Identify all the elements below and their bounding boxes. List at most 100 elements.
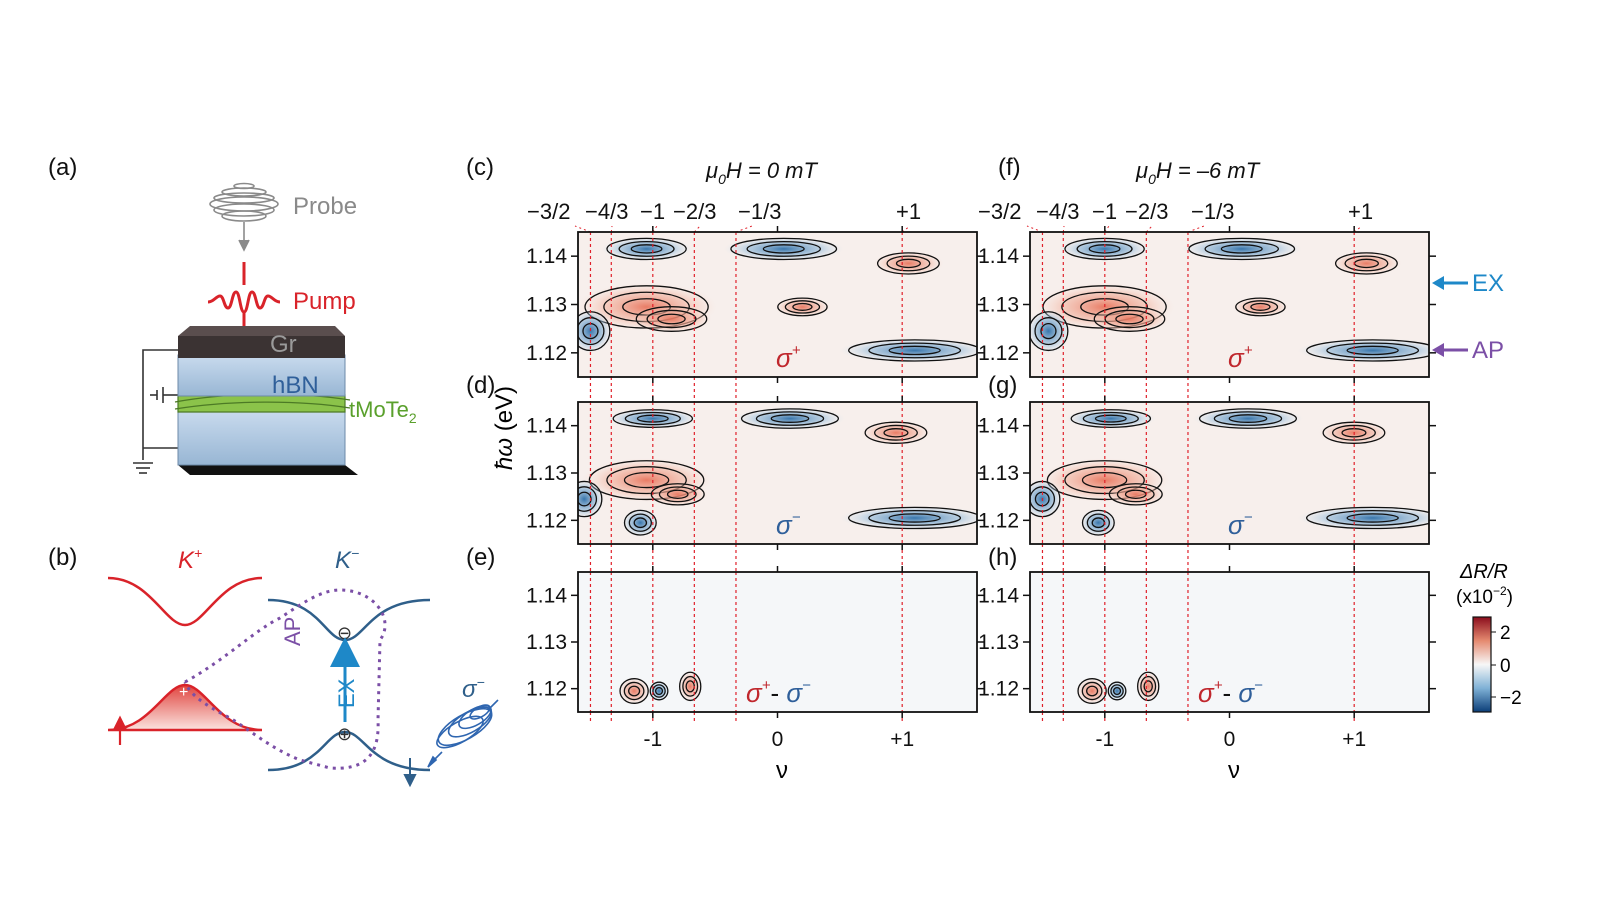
contour-line [1198, 408, 1298, 429]
heatmap-blob [1331, 251, 1402, 276]
filling-label: −1 [640, 199, 665, 224]
panel-label-h: (h) [988, 544, 1017, 571]
contour-line [792, 302, 813, 311]
contour-line [624, 411, 681, 426]
contour-line [628, 513, 652, 532]
contour-line [1306, 339, 1429, 362]
electron-minus-icon: ⊖ [337, 623, 352, 643]
heatmap-blob [1105, 482, 1166, 507]
heatmap-panel-e: 1.14 1.13 1.12 -1 0 +1 σ+- σ− [526, 566, 984, 751]
y-tick-label: 1.14 [978, 245, 1019, 268]
heatmap-panel-g: 1.14 1.13 1.12 σ− [978, 396, 1436, 572]
k-plus-valence-band [107, 683, 263, 732]
contour-line [578, 480, 603, 518]
filling-leader-line [1062, 225, 1065, 233]
heatmap-blob [631, 305, 712, 333]
colorbar: ΔR/R (x10−2) 2 0 −2 [1456, 561, 1522, 713]
y-tick-label: 1.14 [526, 245, 567, 268]
filling-label: −1 [1092, 199, 1117, 224]
heatmap-blob [839, 505, 977, 530]
y-tick-label: 1.14 [978, 415, 1019, 438]
heatmap-panel-f: 1.14 1.13 1.12 σ+ [978, 225, 1436, 402]
contour-line [633, 517, 648, 529]
heatmap-blob [1030, 479, 1063, 520]
contour-line [876, 252, 940, 275]
filling-leader-line [693, 225, 701, 233]
contour-line [1086, 513, 1110, 532]
colorbar-tick: 2 [1500, 623, 1511, 644]
contour-line [755, 411, 825, 426]
filling-label: −2/3 [673, 199, 716, 224]
filling-label: −4/3 [585, 199, 628, 224]
band-diagram: K+ K− + AP ⊖ ⊕ EX σ− [107, 545, 499, 788]
contour-line [1242, 300, 1279, 314]
y-tick-label: 1.12 [978, 342, 1019, 365]
contour-line [1326, 509, 1420, 526]
probe-label: Probe [293, 193, 357, 220]
filling-label: −4/3 [1036, 199, 1079, 224]
colorbar-scale: (x10−2) [1456, 584, 1513, 608]
contour-line [868, 342, 962, 359]
y-tick-label: 1.14 [978, 584, 1019, 607]
filling-label: −3/2 [527, 199, 570, 224]
heatmap-blob [578, 309, 613, 354]
contour-line [848, 506, 977, 530]
field-title-right: μ0H = –6 mT [1135, 158, 1261, 187]
panel-label-c: (c) [466, 154, 494, 181]
heatmap-blob [1297, 505, 1429, 530]
colorbar-tick: −2 [1500, 688, 1522, 709]
circuit-wires [133, 349, 178, 474]
contour-line [888, 345, 941, 356]
filling-leader-line [1353, 225, 1363, 233]
k-plus-label: K+ [178, 545, 202, 574]
ap-side-label: AP [1472, 337, 1504, 364]
heatmap-blob [622, 508, 659, 537]
contour-line [1137, 671, 1160, 702]
contour-line [1346, 513, 1399, 523]
contour-line [623, 681, 645, 701]
heatmap-blob [678, 670, 703, 703]
filling-leader-line [901, 225, 911, 233]
heatmap-panels: 1.14 1.13 1.12 σ+ 1.14 1.13 1.12 σ− 1.14 1.13 1.12… [526, 225, 1436, 751]
y-tick-label: 1.12 [526, 678, 567, 701]
contour-line [740, 408, 840, 429]
contour-line [1110, 684, 1124, 698]
heatmap-blob [649, 681, 670, 701]
contour-line [1213, 411, 1283, 426]
heatmap-blob [1089, 305, 1170, 333]
contour-line [864, 421, 928, 444]
k-minus-label: K− [335, 545, 359, 574]
contour-line [888, 513, 941, 523]
contour-line [1228, 414, 1268, 423]
heatmap-blob [607, 408, 698, 429]
heatmap-panel-d: 1.14 1.13 1.12 σ− [526, 396, 984, 572]
contour-line [1081, 681, 1103, 701]
contour-line [658, 486, 697, 503]
colorbar-gradient [1472, 616, 1492, 713]
contour-line [1070, 409, 1152, 429]
heatmap-panel-c: 1.14 1.13 1.12 σ+ [526, 225, 984, 402]
heterostructure-stack [174, 326, 358, 475]
x-axis-label-right: ν [1228, 757, 1240, 784]
x-tick-label: -1 [643, 728, 662, 751]
contour-line [623, 509, 657, 536]
contour-line [1107, 681, 1127, 701]
contour-line [848, 339, 977, 362]
contour-line [646, 309, 697, 329]
ap-label: AP [280, 617, 305, 646]
contour-line [618, 240, 675, 257]
filling-labels-left: −3/2 −4/3 −1 −2/3 −1/3 +1 [527, 199, 921, 224]
y-tick-label: 1.12 [978, 678, 1019, 701]
heatmap-blob [1232, 296, 1289, 317]
contour-line [1346, 345, 1399, 356]
contour-line [682, 675, 699, 697]
circular-polarized-beam-icon [427, 699, 499, 768]
contour-line [784, 300, 821, 314]
pump-label: Pump [293, 288, 356, 315]
heatmap-blob [578, 479, 605, 520]
contour-line [628, 685, 641, 697]
contour-line [1344, 255, 1389, 272]
contour-line [657, 313, 686, 325]
y-tick-label: 1.13 [526, 294, 567, 317]
hole-plus-sign: + [179, 684, 188, 701]
